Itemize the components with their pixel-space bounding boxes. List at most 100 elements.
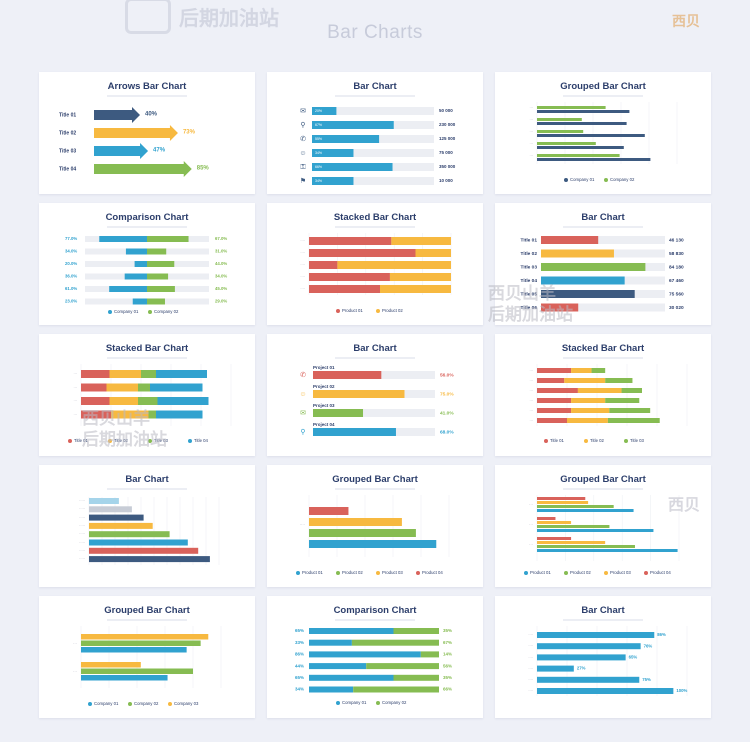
data-label: 75 560 [669,291,684,297]
bar [89,514,144,521]
data-label: 10 000 [439,178,453,183]
tick-label: ··· [530,389,534,393]
category-label: Title 05 [521,291,538,297]
bar [125,248,147,255]
tick-label: ····· [79,499,85,503]
bar [391,237,451,245]
chart-card-15[interactable]: Bar Chart ···· 86% ···· 76% ···· 65% ···· 27% ···… [495,596,711,718]
bar [147,286,175,292]
tick-label: ··· [529,522,533,527]
bar [132,298,147,305]
tick-label: ··· [530,142,534,146]
track [312,149,434,157]
data-label: 100% [676,688,687,693]
legend-swatch [584,439,588,443]
data-label: 67.0% [215,236,227,241]
bar [81,662,141,668]
chart-card-13[interactable]: Grouped Bar Chart ··· ··· Company 01 Company… [39,596,255,718]
chart-card-9[interactable]: Stacked Bar Chart ··· ··· ··· ··· ··· ··· Title… [495,334,711,456]
data-label: 55% [315,137,322,141]
legend-label: Product 01 [342,308,363,313]
tick-label: ··· [530,379,534,383]
bar [366,663,439,670]
track [312,177,434,185]
chart-card-3[interactable]: Grouped Bar Chart ··· ··· ··· ··· ··· Company … [495,72,711,194]
chart-plot-6: Title 01 46 130 Title 02 58 830 Title 03 84 1… [521,236,684,312]
bar [81,383,107,392]
arrow-bar [94,143,149,159]
data-label: 20% [315,109,322,113]
chart-card-14[interactable]: Comparison Chart 65% 35% 33% 67% 86% 14% 44% 56%… [267,596,483,718]
legend-swatch [148,439,152,443]
data-label: 85% [197,166,210,172]
bar [312,121,394,129]
legend-label: Title 01 [74,438,89,443]
data-label: 61.0% [65,286,77,291]
bar [537,529,654,532]
data-label: 27% [577,666,586,671]
chart-title: Grouped Bar Chart [560,81,646,92]
bar [309,663,367,670]
category-label: Project 03 [313,403,335,408]
data-label: 31.0% [215,249,227,254]
tick-label: ··· [74,399,78,403]
bar [148,410,156,419]
data-label: 230 000 [439,122,456,127]
bar [109,397,138,405]
subtitle-line [563,357,643,359]
data-label: 75 000 [439,150,453,155]
user-icon: ☺ [299,391,306,398]
bar [621,388,642,393]
chart-card-2[interactable]: Bar Chart ✉ 20% 50 000 ⚲ 67% 230 000 ✆ 55% 125 00… [267,72,483,194]
chart-card-10[interactable]: Bar Chart ····· ····· ····· ····· ····· ····· ·… [39,465,255,587]
chart-title: Bar Chart [125,474,169,485]
bar [89,522,153,529]
subtitle-line [107,619,187,621]
bar [537,134,645,137]
data-label: 67 460 [669,278,684,284]
legend-label: Title 02 [590,438,605,443]
legend-label: Title 03 [154,438,169,443]
bar [312,177,354,185]
chart-title: Stacked Bar Chart [105,343,189,354]
bar [141,370,156,378]
bar [89,506,132,513]
bar [537,118,582,121]
bar [157,397,209,405]
track [541,303,665,312]
chart-card-6[interactable]: Bar Chart Title 01 46 130 Title 02 58 830 Tit… [495,203,711,325]
bar [312,163,393,171]
bar [353,686,439,693]
legend-swatch [416,571,420,575]
bar [309,237,392,245]
bar [415,249,451,257]
chart-card-12[interactable]: Grouped Bar Chart ··· ··· ··· Product 01 Prod… [495,465,711,587]
data-label: 50 000 [439,108,453,113]
bar [147,261,175,267]
chart-card-5[interactable]: Stacked Bar Chart ···· ···· ···· ···· ···· Pro… [267,203,483,325]
chart-card-4[interactable]: Comparison Chart 77.0% 67.0% 34.0% 31.0% 20.0… [39,203,255,325]
bar [567,418,608,423]
bar [150,383,203,392]
bar [312,149,354,157]
data-label: 77.0% [65,236,77,241]
bar [337,261,451,269]
tick-label: ···· [528,644,533,648]
track [541,236,665,244]
data-label: 46 130 [669,237,684,243]
chart-plot-13: ··· ··· Company 01 Company 02 Company 03 [73,626,222,706]
page-title: Bar Charts [327,22,423,43]
chart-card-11[interactable]: Grouped Bar Chart ···· Product 01 Product 0… [267,465,483,587]
chart-card-7[interactable]: Stacked Bar Chart ··· ··· ··· ··· Title 01 Tit… [39,334,255,456]
chart-plot-5: ···· ···· ···· ···· ···· Product 01 Product 02 [300,233,452,313]
data-label: 65% [295,675,304,680]
data-label: 73% [183,130,196,136]
tick-label: ··· [530,130,534,134]
data-label: 34% [315,179,322,183]
chart-card-8[interactable]: Bar Chart ✆ Project 01 56.0% ☺ Project 02 75.0… [267,334,483,456]
tick-label: ···· [528,678,533,682]
bar [138,383,150,392]
tick-label: ··· [530,399,534,403]
chart-card-1[interactable]: Arrows Bar Chart Title 01 40% Title 02 73% Ti… [39,72,255,194]
data-label: 36.0% [65,274,77,279]
